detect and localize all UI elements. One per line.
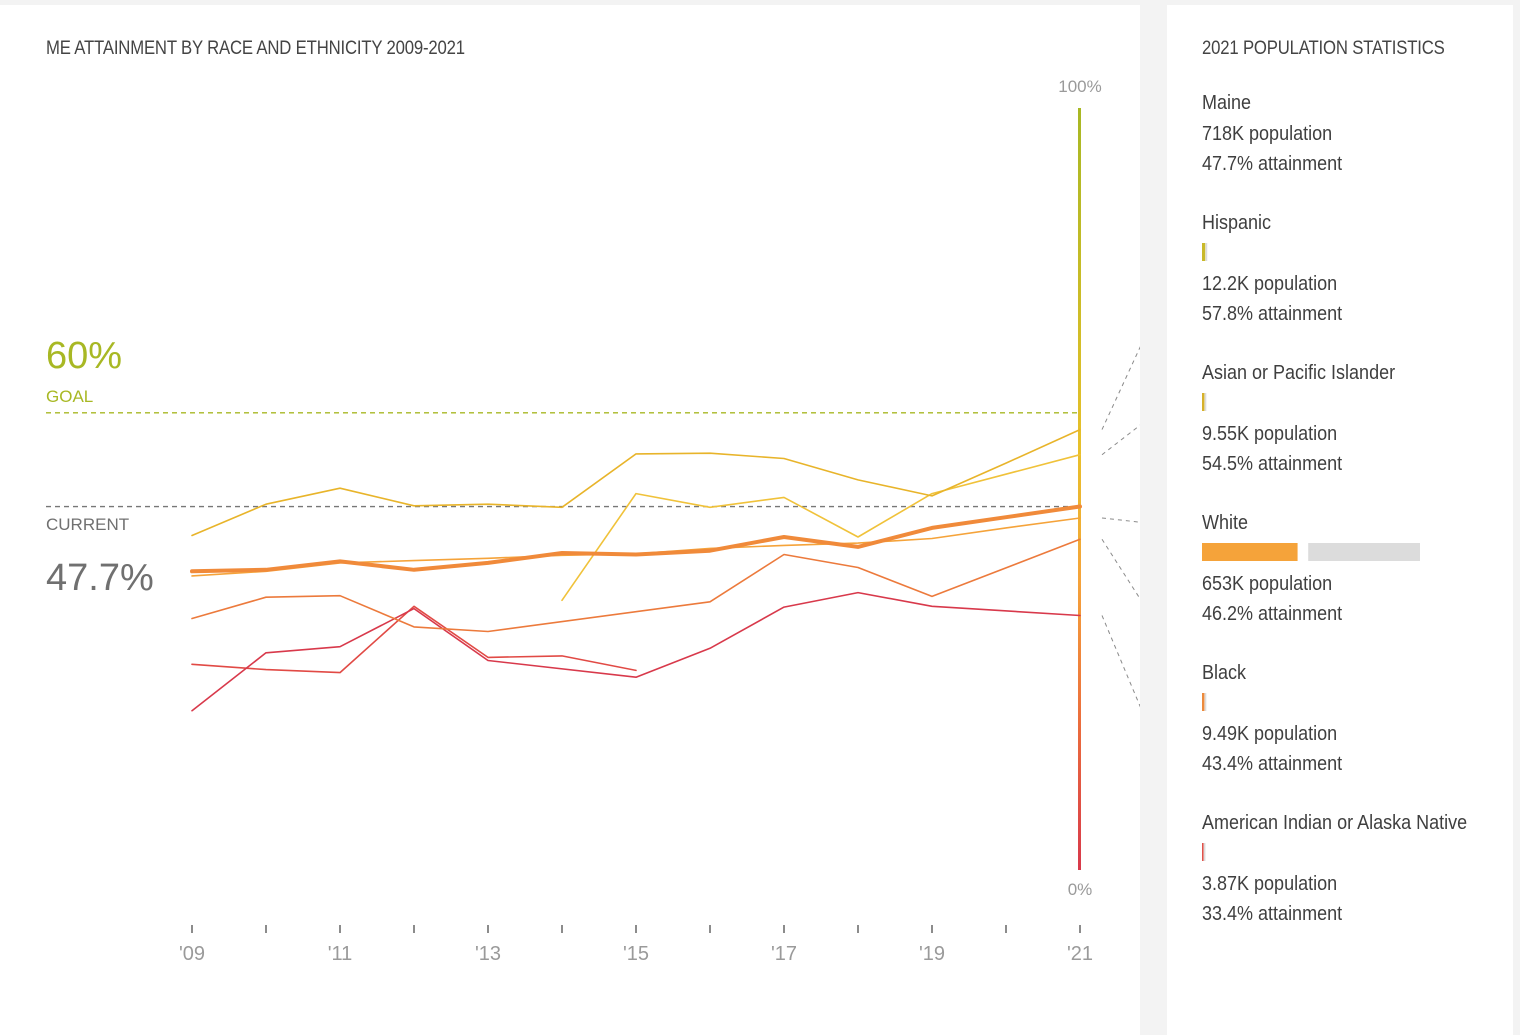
stat-name: White [1202,512,1249,534]
stat-name: American Indian or Alaska Native [1202,812,1468,834]
chart-panel: ME ATTAINMENT BY RACE AND ETHNICITY 2009… [0,5,1140,1035]
population-share-remainder [1204,392,1207,411]
x-tick-label: '17 [771,943,797,965]
stat-population: 9.55K population [1202,422,1338,445]
population-share-fill [1202,542,1298,561]
population-share-remainder [1308,542,1420,561]
attainment-line-chart: 100% 0% 60% GOAL CURRENT 47.7% '09 '11 '13 '15 '17… [46,77,1140,965]
stat-population: 9.49K population [1202,722,1338,745]
stats-panel: 2021 POPULATION STATISTICS Maine 718K po… [1167,5,1513,1035]
stat-name: Asian or Pacific Islander [1202,362,1396,384]
x-tick-label: '19 [919,943,945,965]
x-tick-label: '21 [1067,943,1093,965]
stats-title: 2021 POPULATION STATISTICS [1202,38,1445,59]
population-share-fill [1202,692,1205,711]
series-line-maine [190,504,1082,574]
population-share-remainder [1204,692,1207,711]
x-tick-label: '09 [179,943,205,965]
stat-attainment: 46.2% attainment [1202,603,1343,625]
goal-label: GOAL [46,387,93,406]
current-value-label: 47.7% [46,557,154,599]
population-share-fill [1202,842,1204,861]
stat-population: 3.87K population [1202,872,1338,895]
stat-attainment: 57.8% attainment [1202,303,1343,325]
stat-attainment: 33.4% attainment [1202,903,1343,925]
stat-population: 12.2K population [1202,272,1338,295]
stat-attainment: 54.5% attainment [1202,453,1343,475]
population-share-remainder [1205,242,1208,261]
stat-hispanic: Hispanic 12.2K population 57.8% attainme… [1202,208,1458,330]
connector-line [1101,615,1140,708]
population-share-bar [1202,692,1432,711]
stat-population: 653K population [1202,572,1333,595]
population-share-bar [1202,842,1432,861]
stat-name: Hispanic [1202,212,1272,234]
chart-title: ME ATTAINMENT BY RACE AND ETHNICITY 2009… [46,38,465,59]
x-tick-label: '13 [475,943,501,965]
y-axis-top-label: 100% [1058,77,1101,96]
connector-line [1101,424,1140,456]
stat-name: Maine [1202,92,1252,114]
stat-maine: Maine 718K population 47.7% attainment [1202,88,1358,180]
series-line-asian-or-pacific-islander [561,453,1081,602]
stat-name: Black [1202,662,1247,684]
stat-attainment: 47.7% attainment [1202,153,1343,175]
stat-american-indian-alaska-native: American Indian or Alaska Native 3.87K p… [1202,808,1497,930]
y-axis-bottom-label: 0% [1068,880,1093,899]
value-axis-bar [1078,108,1081,870]
series-line-unlabeled [191,605,637,674]
series-line-american-indian-or-alaska-native [191,591,1081,712]
series-line-hispanic [191,428,1081,537]
current-label: CURRENT [46,515,129,534]
x-tick-label: '15 [623,943,649,965]
series-line-black [191,538,1081,633]
stat-attainment: 43.4% attainment [1202,753,1343,775]
x-tick-label: '11 [328,943,353,965]
population-share-remainder [1203,842,1206,861]
connector-line [1101,539,1140,600]
population-share-fill [1202,242,1206,261]
stat-black: Black 9.49K population 43.4% attainment [1202,658,1458,780]
population-share-bar [1202,392,1432,411]
stat-asian-pacific-islander: Asian or Pacific Islander 9.55K populati… [1202,358,1458,480]
population-share-fill [1202,392,1205,411]
population-share-bar [1202,542,1432,561]
population-share-bar [1202,242,1432,261]
goal-value-label: 60% [46,335,122,377]
connector-line [1101,517,1140,523]
stat-white: White 653K population 46.2% attainment [1202,508,1458,630]
stat-population: 718K population [1202,122,1333,145]
connector-line [1101,346,1140,430]
